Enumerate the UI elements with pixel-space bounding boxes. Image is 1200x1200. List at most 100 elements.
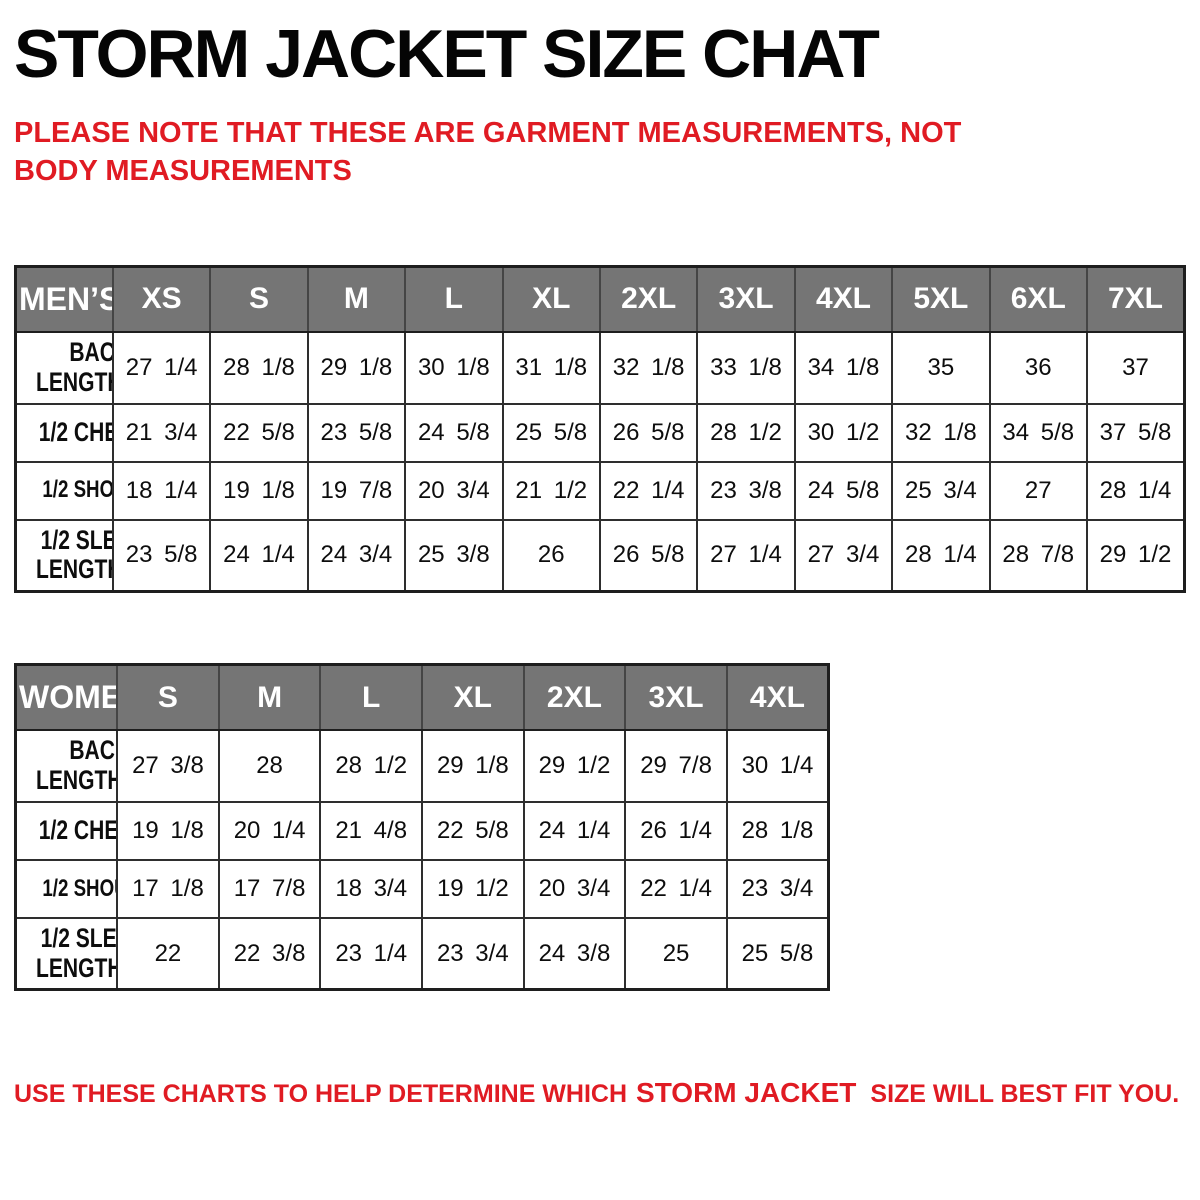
measurement-value-cell: 22 1/4 <box>598 460 699 521</box>
measurement-value-cell: 20 3/4 <box>404 460 504 521</box>
measurement-value-cell: 24 3/4 <box>306 518 407 593</box>
measurement-row-label: BACKLENGTH(IN.) <box>14 331 114 405</box>
measurement-value-cell: 17 1/8 <box>116 858 220 919</box>
measurement-row-label: 1/2 CHEST(IN.) <box>14 402 114 463</box>
measurement-value-cell: 25 3/4 <box>891 460 991 521</box>
measurement-value-cell: 29 1/2 <box>522 729 627 803</box>
measurement-value-cell: 26 5/8 <box>598 402 699 463</box>
measurement-value-cell: 23 3/8 <box>696 460 796 521</box>
size-column-header: 6XL <box>988 265 1088 334</box>
measurement-value-cell: 23 3/4 <box>421 916 525 991</box>
measurement-value-cell: 22 3/8 <box>217 916 322 991</box>
measurement-value-cell: 21 3/4 <box>111 402 212 463</box>
measurement-row-label: 1/2 SLEEVELENGTH(IN.) <box>14 916 119 991</box>
size-column-header: M <box>217 663 322 732</box>
measurement-value-cell: 28 1/8 <box>725 800 830 861</box>
measurement-row-label: 1/2 SHOULDER(IN.) <box>14 858 119 919</box>
size-column-header: 3XL <box>696 265 796 334</box>
measurement-value-cell: 30 1/4 <box>725 729 830 803</box>
measurement-value-cell: 28 1/2 <box>319 729 423 803</box>
size-column-header: 4XL <box>793 265 894 334</box>
size-column-header: XL <box>421 663 525 732</box>
measurement-value-cell: 27 3/8 <box>116 729 220 803</box>
measurement-value-cell: 19 7/8 <box>306 460 407 521</box>
measurement-value-cell: 34 5/8 <box>988 402 1088 463</box>
measurement-value-cell: 23 1/4 <box>319 916 423 991</box>
measurement-value-cell: 27 1/4 <box>111 331 212 405</box>
measurement-value-cell: 28 <box>217 729 322 803</box>
measurement-value-cell: 28 7/8 <box>988 518 1088 593</box>
size-column-header: XL <box>501 265 601 334</box>
measurement-value-cell: 35 <box>891 331 991 405</box>
size-column-header: 7XL <box>1085 265 1186 334</box>
measurement-value-cell: 29 1/8 <box>306 331 407 405</box>
page-title: STORM JACKET SIZE CHAT <box>14 16 880 92</box>
size-column-header: 2XL <box>598 265 699 334</box>
measurement-value-cell: 24 5/8 <box>404 402 504 463</box>
measurement-value-cell: 19 1/8 <box>209 460 309 521</box>
measurement-value-cell: 28 1/4 <box>891 518 991 593</box>
measurement-value-cell: 27 3/4 <box>793 518 894 593</box>
measurement-value-cell: 36 <box>988 331 1088 405</box>
size-column-header: L <box>404 265 504 334</box>
measurement-value-cell: 22 <box>116 916 220 991</box>
measurement-value-cell: 23 5/8 <box>306 402 407 463</box>
measurement-value-cell: 26 <box>501 518 601 593</box>
measurement-value-cell: 27 <box>988 460 1088 521</box>
measurement-value-cell: 37 <box>1085 331 1186 405</box>
measurement-value-cell: 22 5/8 <box>421 800 525 861</box>
table-title-cell: MEN’S <box>14 265 114 334</box>
measurement-value-cell: 26 5/8 <box>598 518 699 593</box>
measurement-row-label: 1/2 SLEEVELENGTH(IN.) <box>14 518 114 593</box>
fit-advice-brand: STORM JACKET <box>636 1077 857 1109</box>
size-column-header: XS <box>111 265 212 334</box>
measurement-value-cell: 22 1/4 <box>624 858 728 919</box>
measurement-value-cell: 32 1/8 <box>598 331 699 405</box>
measurement-value-cell: 34 1/8 <box>793 331 894 405</box>
table-title-cell: WOMEN’S <box>14 663 119 732</box>
measurement-value-cell: 29 1/2 <box>1085 518 1186 593</box>
measurement-value-cell: 21 1/2 <box>501 460 601 521</box>
garment-measurement-note: PLEASE NOTE THAT THESE ARE GARMENT MEASU… <box>14 117 962 188</box>
size-column-header: 5XL <box>891 265 991 334</box>
measurement-value-cell: 25 <box>624 916 728 991</box>
fit-advice-prefix: USE THESE CHARTS TO HELP DETERMINE WHICH <box>14 1080 628 1109</box>
size-column-header: 3XL <box>624 663 728 732</box>
measurement-value-cell: 19 1/2 <box>421 858 525 919</box>
measurement-row-label: BACKLENGTH(IN.) <box>14 729 119 803</box>
measurement-value-cell: 29 7/8 <box>624 729 728 803</box>
measurement-value-cell: 23 3/4 <box>725 858 830 919</box>
measurement-value-cell: 37 5/8 <box>1085 402 1186 463</box>
measurement-value-cell: 20 1/4 <box>217 800 322 861</box>
measurement-value-cell: 31 1/8 <box>501 331 601 405</box>
measurement-value-cell: 30 1/2 <box>793 402 894 463</box>
measurement-value-cell: 28 1/8 <box>209 331 309 405</box>
measurement-row-label: 1/2 CHEST(IN.) <box>14 800 119 861</box>
measurement-value-cell: 19 1/8 <box>116 800 220 861</box>
measurement-row-label: 1/2 SHOULDER(IN.) <box>14 460 114 521</box>
measurement-value-cell: 29 1/8 <box>421 729 525 803</box>
fit-advice-suffix: SIZE WILL BEST FIT YOU. <box>870 1080 1180 1109</box>
measurement-value-cell: 24 1/4 <box>522 800 627 861</box>
measurement-value-cell: 18 3/4 <box>319 858 423 919</box>
size-column-header: 2XL <box>522 663 627 732</box>
size-column-header: 4XL <box>725 663 830 732</box>
size-column-header: S <box>209 265 309 334</box>
measurement-value-cell: 28 1/4 <box>1085 460 1186 521</box>
measurement-value-cell: 24 1/4 <box>209 518 309 593</box>
size-column-header: S <box>116 663 220 732</box>
measurement-value-cell: 28 1/2 <box>696 402 796 463</box>
measurement-value-cell: 24 3/8 <box>522 916 627 991</box>
measurement-value-cell: 33 1/8 <box>696 331 796 405</box>
size-column-header: M <box>306 265 407 334</box>
measurement-value-cell: 22 5/8 <box>209 402 309 463</box>
measurement-value-cell: 24 5/8 <box>793 460 894 521</box>
size-column-header: L <box>319 663 423 732</box>
measurement-value-cell: 20 3/4 <box>522 858 627 919</box>
measurement-value-cell: 32 1/8 <box>891 402 991 463</box>
measurement-value-cell: 25 5/8 <box>725 916 830 991</box>
measurement-value-cell: 25 5/8 <box>501 402 601 463</box>
